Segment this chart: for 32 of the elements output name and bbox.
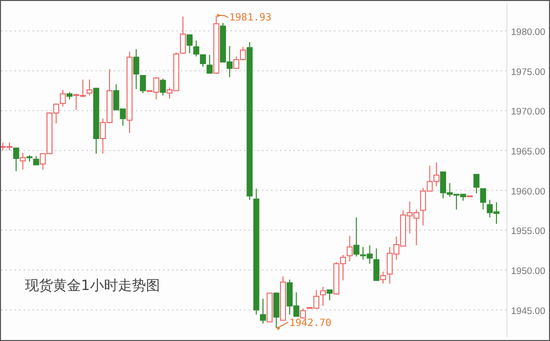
text: 现货黄金1小时走势图 (25, 278, 160, 294)
annotation: 1981.93 (229, 12, 272, 24)
candlestick (193, 40, 200, 57)
candlestick (326, 289, 333, 301)
y-tick-label: 1970.00 (511, 106, 546, 118)
y-tick-label: 1955.00 (511, 226, 546, 238)
candlestick (13, 148, 20, 172)
candlestick (140, 75, 146, 94)
candlestick (380, 271, 386, 284)
y-tick-label: 1980.00 (511, 26, 546, 38)
candlestick (186, 34, 193, 54)
candlestick (86, 79, 93, 96)
candlestick (473, 174, 480, 194)
candlestick (180, 16, 186, 55)
candlestick (133, 48, 140, 90)
candlestick (20, 152, 26, 170)
candlestick (346, 235, 353, 262)
y-tick-label: 1950.00 (511, 266, 546, 278)
candlestick (273, 292, 280, 329)
candlestick (320, 286, 326, 306)
candlestick (480, 188, 486, 210)
candlestick (160, 78, 166, 96)
candlestick (260, 298, 266, 324)
y-tick-label: 1965.00 (511, 146, 546, 158)
annotation: 1942.70 (289, 318, 332, 330)
candlestick (200, 54, 206, 68)
candlestick (373, 248, 380, 281)
y-tick-label: 1945.00 (511, 306, 546, 317)
y-tick-label: 1960.00 (511, 186, 546, 198)
y-tick-label: 1975.00 (511, 66, 546, 78)
candlestick (206, 54, 213, 74)
candlestick (353, 216, 360, 257)
